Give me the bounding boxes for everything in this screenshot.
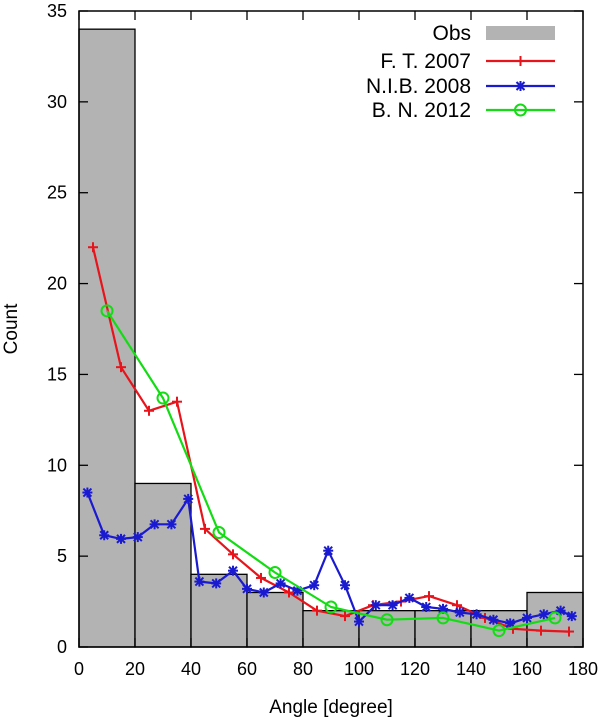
series-0-point-0	[88, 242, 98, 253]
series-1-point-27	[522, 612, 532, 623]
series-1-point-4	[149, 519, 160, 530]
series-2-point-6	[436, 611, 450, 625]
series-1-point-20	[404, 592, 415, 603]
series-1-point-14	[309, 580, 320, 591]
series-0-point-7	[284, 587, 294, 598]
series-1-point-26	[505, 618, 516, 629]
x-tick-label-9: 180	[568, 659, 598, 679]
y-axis-label: Count	[1, 303, 22, 354]
y-tick-label-2: 10	[47, 455, 67, 475]
series-1-point-18	[370, 600, 381, 611]
histogram-bar-3	[246, 591, 304, 648]
series-line-2	[106, 310, 556, 632]
series-1-point-29	[555, 605, 566, 616]
y-tick-labels: 0 5 10 15 20 25 30 35	[47, 1, 67, 657]
series-1-point-23	[454, 607, 465, 618]
legend-label-series-0: F. T. 2007	[380, 50, 471, 73]
series-1-point-30	[566, 611, 577, 622]
series-1-point-9	[228, 565, 238, 576]
series-1-point-11	[258, 587, 269, 598]
series-2	[100, 304, 562, 638]
series-layer	[82, 242, 577, 638]
series-1	[82, 487, 577, 629]
y-tick-label-0: 0	[57, 637, 67, 657]
series-2-point-8	[548, 611, 562, 625]
y-tick-label-1: 5	[57, 546, 67, 566]
series-1-point-15	[323, 545, 334, 556]
legend-sample-obs	[486, 26, 555, 40]
x-tick-label-6: 120	[400, 659, 430, 679]
series-0-point-12	[424, 591, 434, 602]
histogram-bars	[78, 28, 584, 648]
series-2-point-7	[492, 624, 506, 638]
y-tick-label-3: 15	[47, 364, 67, 384]
legend-sample-marker-0	[515, 56, 526, 66]
y-tick-label-4: 20	[47, 274, 67, 294]
series-1-point-25	[488, 614, 499, 625]
series-1-point-5	[166, 519, 177, 530]
series-2-point-3	[268, 565, 282, 579]
series-1-point-24	[471, 609, 482, 620]
x-axis-label: Angle [degree]	[269, 697, 393, 718]
x-tick-label-2: 40	[181, 659, 201, 679]
series-1-point-19	[387, 600, 398, 611]
series-1-point-17	[354, 616, 364, 627]
series-1-point-2	[116, 533, 126, 544]
series-0-point-5	[228, 549, 238, 560]
series-2-point-1	[156, 391, 170, 405]
series-2-point-5	[380, 613, 394, 627]
series-1-point-28	[538, 609, 549, 620]
series-1-point-7	[194, 576, 205, 587]
series-0-point-2	[144, 405, 154, 416]
series-1-point-3	[132, 532, 143, 543]
series-0-point-9	[340, 611, 350, 622]
series-1-point-6	[183, 493, 194, 504]
y-tick-label-6: 30	[47, 92, 67, 112]
y-tick-label-5: 25	[47, 183, 67, 203]
series-1-point-16	[340, 580, 350, 591]
legend-samples	[486, 26, 555, 117]
x-tick-label-8: 160	[512, 659, 542, 679]
series-0-point-6	[256, 572, 266, 583]
legend-label-series-2: B. N. 2012	[372, 99, 471, 122]
series-0-point-4	[200, 523, 210, 534]
legend-sample-marker-2	[514, 103, 527, 117]
series-2-point-2	[212, 526, 226, 540]
x-tick-label-1: 20	[125, 659, 145, 679]
histogram-bar-4	[302, 610, 360, 648]
series-2-point-4	[324, 600, 338, 614]
y-tick-label-7: 35	[47, 1, 67, 21]
histogram-bar-0	[78, 28, 136, 648]
series-0-point-1	[116, 362, 126, 373]
plot-frame	[78, 10, 584, 648]
x-tick-label-5: 100	[344, 659, 374, 679]
x-tick-labels: 0 20 40 60 80 100 120 140 160 180	[74, 659, 598, 679]
series-1-point-0	[82, 487, 93, 498]
series-1-point-21	[421, 602, 432, 613]
axis-ticks	[78, 10, 584, 648]
legend-label-series-1: N.I.B. 2008	[366, 75, 471, 98]
series-1-point-10	[242, 583, 252, 594]
x-tick-label-4: 80	[293, 659, 313, 679]
legend-label-obs: Obs	[432, 22, 471, 45]
series-0-point-8	[312, 605, 322, 616]
series-0-point-3	[172, 396, 182, 407]
series-1-point-12	[275, 578, 286, 589]
series-2-point-0	[100, 304, 114, 318]
series-1-point-8	[211, 578, 222, 589]
histogram-bar-5	[358, 610, 416, 648]
series-0-point-17	[564, 626, 574, 637]
series-0-point-16	[536, 625, 546, 636]
legend-sample-marker-1	[515, 81, 526, 91]
series-1-point-1	[99, 530, 110, 541]
x-tick-label-0: 0	[74, 659, 84, 679]
x-tick-label-3: 60	[237, 659, 257, 679]
legend: Obs F. T. 2007 N.I.B. 2008 B. N. 2012	[366, 22, 555, 122]
x-tick-label-7: 140	[456, 659, 486, 679]
